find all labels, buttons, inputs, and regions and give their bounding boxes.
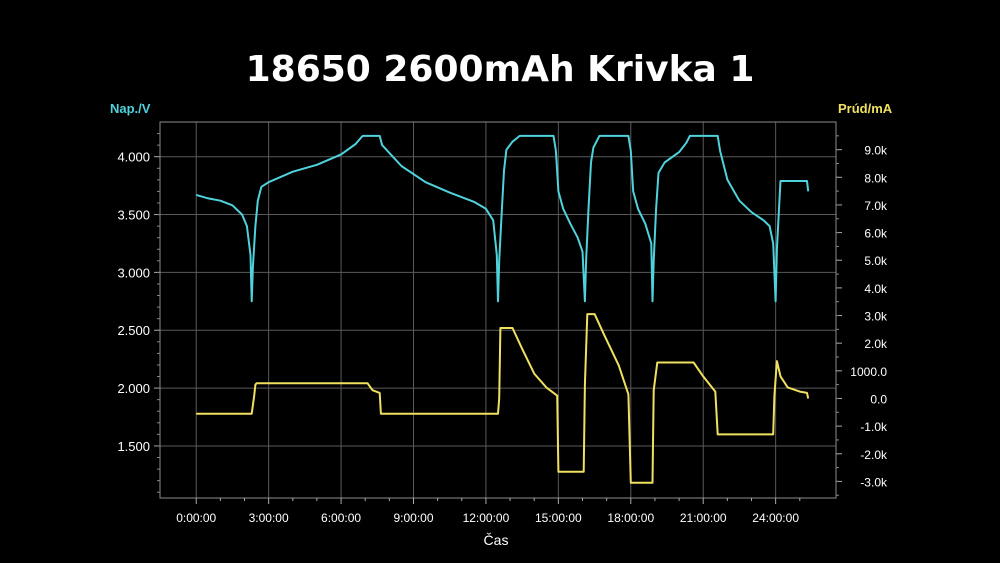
left-tick-label: 4.000: [117, 150, 150, 165]
right-tick-label: 1000.0: [850, 365, 887, 379]
left-tick-label: 3.000: [117, 265, 150, 280]
plot-frame: [159, 121, 837, 499]
right-tick-label: -2.0k: [860, 448, 888, 462]
right-axis-title: Prúd/mA: [838, 101, 893, 116]
right-tick-label: 5.0k: [864, 254, 888, 268]
right-tick-label: 7.0k: [864, 199, 888, 213]
left-axis-title: Nap./V: [110, 101, 151, 116]
x-tick-label: 0:00:00: [176, 511, 216, 525]
current-line: [196, 313, 810, 484]
right-axis-ticks: -3.0k -2.0k -1.0k 0.0 1000.0 2.0k 3.0k 4.0k 5.0k…: [836, 135, 888, 496]
right-tick-label: 0.0: [870, 392, 887, 406]
right-tick-label: -3.0k: [860, 475, 888, 489]
x-tick-label: 15:00:00: [535, 511, 582, 525]
x-tick-label: 24:00:00: [752, 511, 799, 525]
left-axis-ticks: 1.500 2.000 2.500 3.000 3.500 4.000: [117, 133, 160, 493]
series-layer: [195, 134, 810, 484]
x-tick-label: 9:00:00: [393, 511, 433, 525]
right-tick-label: -1.0k: [860, 420, 888, 434]
x-tick-label: 18:00:00: [607, 511, 654, 525]
left-tick-label: 3.500: [117, 208, 150, 223]
x-tick-label: 21:00:00: [680, 511, 727, 525]
x-tick-label: 6:00:00: [321, 511, 361, 525]
right-tick-label: 4.0k: [864, 282, 888, 296]
x-tick-label: 3:00:00: [249, 511, 289, 525]
grid: [160, 122, 836, 498]
left-tick-label: 2.500: [117, 323, 150, 338]
voltage-line: [195, 134, 810, 303]
right-tick-label: 3.0k: [864, 310, 888, 324]
x-axis-ticks: 0:00:00 3:00:00 6:00:00 9:00:00 12:00:00 15:0…: [176, 498, 801, 525]
right-tick-label: 6.0k: [864, 227, 888, 241]
left-tick-label: 1.500: [117, 439, 150, 454]
right-tick-label: 2.0k: [864, 337, 888, 351]
left-tick-label: 2.000: [117, 381, 150, 396]
chart-title: 18650 2600mAh Krivka 1: [246, 49, 755, 90]
x-axis-title: Čas: [484, 532, 509, 548]
right-tick-label: 8.0k: [864, 171, 888, 185]
x-tick-label: 12:00:00: [463, 511, 510, 525]
right-tick-label: 9.0k: [864, 144, 888, 158]
